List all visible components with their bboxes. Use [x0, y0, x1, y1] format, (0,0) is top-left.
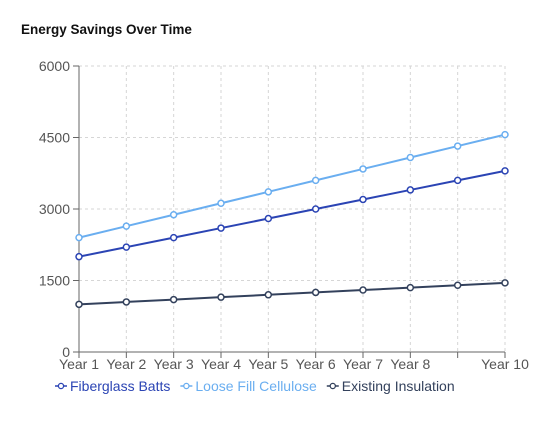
- data-point-existing-insulation: [501, 279, 509, 287]
- y-tick-label: 1500: [39, 273, 70, 289]
- data-point-loose-fill-cellulose: [406, 153, 415, 162]
- data-point-existing-insulation: [406, 283, 415, 292]
- data-point-existing-insulation: [122, 298, 131, 306]
- legend-label-existing-insulation[interactable]: Existing Insulation: [342, 378, 455, 394]
- data-point-fiberglass-batts: [501, 167, 509, 175]
- x-tick-label: Year 3: [154, 356, 194, 372]
- data-point-fiberglass-batts: [406, 186, 415, 194]
- data-point-fiberglass-batts: [311, 205, 320, 213]
- y-tick-label: 0: [62, 344, 70, 360]
- x-tick-label: Year 2: [106, 356, 146, 372]
- series-line-loose-fill-cellulose: [78, 133, 506, 239]
- legend-label-loose-fill-cellulose[interactable]: Loose Fill Cellulose: [195, 378, 317, 394]
- x-tick-label: Year 6: [296, 356, 336, 372]
- data-point-loose-fill-cellulose: [169, 210, 178, 219]
- data-point-loose-fill-cellulose: [501, 130, 509, 139]
- data-point-existing-insulation: [264, 291, 273, 299]
- data-point-existing-insulation: [453, 281, 462, 290]
- data-point-existing-insulation: [359, 286, 367, 294]
- x-tick-label: Year 4: [201, 356, 241, 372]
- data-point-loose-fill-cellulose: [453, 142, 462, 150]
- x-tick-label: Year 7: [343, 356, 383, 372]
- data-point-fiberglass-batts: [169, 233, 178, 242]
- data-point-existing-insulation: [169, 295, 178, 304]
- data-point-existing-insulation: [75, 300, 83, 309]
- data-point-loose-fill-cellulose: [75, 233, 83, 242]
- data-point-fiberglass-batts: [75, 252, 83, 261]
- data-point-existing-insulation: [311, 288, 320, 297]
- data-point-loose-fill-cellulose: [311, 176, 320, 185]
- legend-swatch-marker-fiberglass-batts[interactable]: [57, 382, 65, 390]
- x-tick-label: Year 1: [59, 356, 99, 372]
- x-tick-label: Year 5: [248, 356, 288, 372]
- data-point-fiberglass-batts: [359, 195, 367, 204]
- data-point-fiberglass-batts: [122, 243, 131, 251]
- data-point-fiberglass-batts: [217, 224, 225, 232]
- data-point-existing-insulation: [217, 293, 225, 301]
- legend-label-fiberglass-batts[interactable]: Fiberglass Batts: [70, 378, 170, 394]
- legend-swatch-marker-existing-insulation[interactable]: [329, 382, 337, 390]
- series-line-fiberglass-batts: [78, 169, 506, 258]
- legend-swatch-marker-loose-fill-cellulose[interactable]: [183, 382, 190, 390]
- series-line-existing-insulation: [78, 281, 506, 306]
- y-tick-label: 3000: [39, 201, 70, 217]
- data-point-loose-fill-cellulose: [359, 165, 367, 173]
- x-tick-label: Year 8: [390, 356, 430, 372]
- y-tick-label: 4500: [39, 130, 70, 146]
- y-tick-label: 6000: [39, 58, 70, 74]
- chart-title: Energy Savings Over Time: [21, 22, 192, 37]
- data-point-fiberglass-batts: [264, 214, 273, 223]
- data-point-loose-fill-cellulose: [264, 188, 273, 196]
- x-tick-label: Year 10: [481, 356, 529, 372]
- data-point-fiberglass-batts: [453, 176, 462, 185]
- data-point-loose-fill-cellulose: [217, 199, 225, 208]
- data-point-loose-fill-cellulose: [122, 222, 131, 230]
